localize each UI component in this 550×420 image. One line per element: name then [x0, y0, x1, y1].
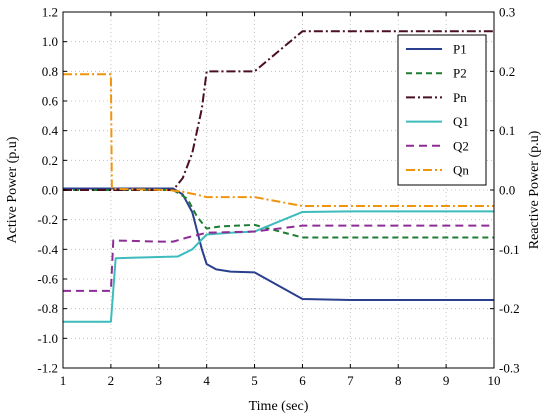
x-axis-title: Time (sec) — [249, 399, 309, 414]
y-left-tick-label: 1.0 — [42, 34, 58, 49]
axis-ticks: 1 2 3 4 5 6 7 8 9 10 1.2 1.0 0.8 0.6 0.4 0.2 0.0 -0.2 -0.4… — [37, 5, 519, 389]
series-line-q2 — [63, 224, 494, 292]
y-left-tick-label: 1.2 — [42, 5, 58, 20]
series-line-qn — [63, 73, 494, 208]
y-right-tick-label: -0.1 — [499, 242, 520, 257]
legend-label-q2: Q2 — [453, 138, 469, 153]
legend-box — [397, 34, 487, 186]
y-axis-left-title: Active Power (p.u) — [5, 136, 20, 243]
y-left-tick-label: 0.8 — [42, 64, 58, 79]
legend: P1 P2 Pn Q1 Q2 Qn — [397, 34, 487, 186]
series-line-p1 — [63, 187, 494, 302]
y-right-tick-label: 0.1 — [499, 123, 515, 138]
y-left-tick-label: -0.6 — [37, 272, 58, 287]
x-tick-label: 3 — [156, 373, 163, 388]
legend-label-p1: P1 — [453, 42, 467, 57]
series-line-q1 — [63, 210, 494, 323]
series-lines — [63, 30, 494, 323]
x-tick-label: 8 — [395, 373, 402, 388]
x-tick-label: 7 — [347, 373, 354, 388]
x-tick-label: 4 — [203, 373, 210, 388]
y-left-tick-label: -0.2 — [37, 212, 58, 227]
x-tick-label: 10 — [488, 373, 501, 388]
x-tick-label: 2 — [108, 373, 115, 388]
legend-label-p2: P2 — [453, 66, 467, 81]
y-left-tick-label: -0.8 — [37, 301, 58, 316]
y-left-tick-label: -0.4 — [37, 242, 58, 257]
x-tick-label: 1 — [60, 373, 67, 388]
y-right-tick-label: -0.3 — [499, 361, 520, 376]
y-left-tick-label: -1.0 — [37, 331, 58, 346]
y-right-tick-label: -0.2 — [499, 301, 520, 316]
legend-label-qn: Qn — [453, 163, 469, 178]
series-line-p2 — [63, 189, 494, 239]
x-tick-label: 6 — [299, 373, 306, 388]
x-tick-label: 5 — [251, 373, 258, 388]
legend-label-pn: Pn — [453, 90, 467, 105]
y-right-tick-label: 0.2 — [499, 64, 515, 79]
y-left-tick-label: 0.4 — [42, 123, 59, 138]
y-right-tick-label: 0.3 — [499, 5, 515, 20]
y-left-tick-label: 0.0 — [42, 183, 58, 198]
y-axis-right-title: Reactive Power (p.u) — [527, 130, 542, 249]
legend-label-q1: Q1 — [453, 114, 469, 129]
y-left-tick-label: 0.6 — [42, 94, 59, 109]
y-right-tick-label: 0.0 — [499, 183, 515, 198]
x-tick-label: 9 — [443, 373, 450, 388]
y-left-tick-label: 0.2 — [42, 153, 58, 168]
series-line-pn — [63, 30, 494, 191]
y-left-tick-label: -1.2 — [37, 361, 58, 376]
